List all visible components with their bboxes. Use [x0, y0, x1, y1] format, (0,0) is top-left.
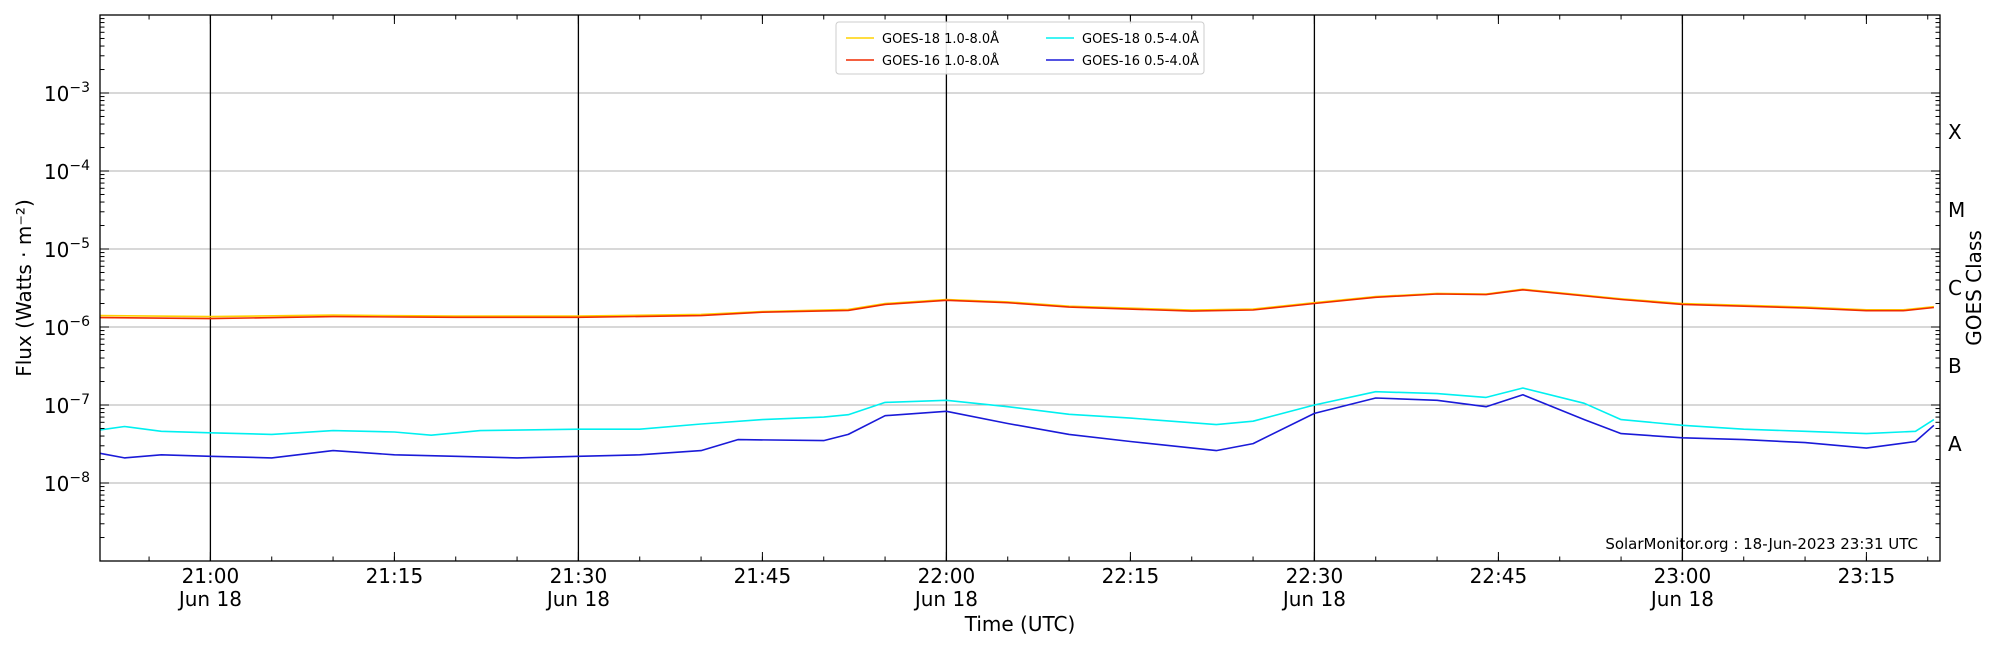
y-tick-labels: 10−810−710−610−510−410−3	[44, 80, 90, 496]
y-tick-exponent: −6	[69, 314, 90, 330]
series-line-1	[99, 288, 1934, 318]
y-tick-exponent: −7	[69, 392, 90, 408]
plot-frame	[99, 14, 1941, 562]
right-axis-title: GOES Class	[1962, 230, 1986, 346]
x-tick-date-label: Jun 18	[913, 587, 978, 611]
goes-class-label: X	[1948, 120, 1962, 144]
x-tick-label: 23:15	[1838, 564, 1896, 588]
solarmonitor-annotation: SolarMonitor.org : 18-Jun-2023 23:31 UTC	[1605, 535, 1918, 553]
series-lines	[99, 288, 1935, 459]
x-tick-label: 21:00	[182, 564, 240, 588]
x-tick-label: 21:30	[550, 564, 608, 588]
x-tick-date-label: Jun 18	[1281, 587, 1346, 611]
y-tick-exponent: −5	[69, 236, 90, 252]
x-tick-label: 23:00	[1654, 564, 1712, 588]
grid-lines	[100, 92, 1940, 484]
x-tick-label: 22:30	[1286, 564, 1344, 588]
series-line-2	[99, 289, 1934, 320]
legend-label: GOES-18 1.0-8.0Å	[882, 31, 999, 47]
goes-class-label: M	[1948, 198, 1965, 222]
goes-class-labels: A B C M X	[1948, 120, 1965, 456]
series-line-3	[99, 387, 1935, 436]
legend-box	[835, 21, 1205, 75]
series-line-4	[99, 394, 1935, 459]
legend-label: GOES-16 0.5-4.0Å	[1082, 53, 1199, 69]
x-tick-label: 21:45	[734, 564, 792, 588]
y-tick-label: 10−3	[44, 80, 90, 106]
y-tick-label: 10−7	[44, 392, 90, 418]
y-tick-base: 10	[44, 82, 69, 106]
axis-ticks	[100, 15, 1940, 562]
goes-class-label: A	[1948, 432, 1962, 456]
y-tick-base: 10	[44, 472, 69, 496]
x-tick-label: 22:15	[1102, 564, 1160, 588]
y-tick-base: 10	[44, 316, 69, 340]
goes-class-label: C	[1948, 276, 1962, 300]
x-tick-date-label: Jun 18	[545, 587, 610, 611]
y-tick-base: 10	[44, 160, 69, 184]
x-tick-label: 22:45	[1470, 564, 1528, 588]
y-axis-title: Flux (Watts · m⁻²)	[12, 199, 36, 377]
legend-label: GOES-18 0.5-4.0Å	[1082, 31, 1199, 47]
y-tick-base: 10	[44, 238, 69, 262]
y-tick-label: 10−6	[44, 314, 90, 340]
legend-label: GOES-16 1.0-8.0Å	[882, 53, 999, 69]
vertical-time-lines	[209, 15, 1684, 561]
y-tick-exponent: −3	[69, 80, 90, 96]
legend: GOES-18 1.0-8.0Å GOES-16 1.0-8.0Å GOES-18 …	[835, 21, 1205, 75]
y-tick-exponent: −8	[69, 470, 90, 486]
y-tick-label: 10−5	[44, 236, 90, 262]
x-tick-date-label: Jun 18	[1649, 587, 1714, 611]
y-tick-label: 10−8	[44, 470, 90, 496]
x-axis-title: Time (UTC)	[964, 612, 1076, 636]
y-tick-exponent: −4	[69, 158, 90, 174]
y-tick-base: 10	[44, 394, 69, 418]
goes-class-label: B	[1948, 354, 1962, 378]
x-tick-label: 22:00	[918, 564, 976, 588]
x-tick-date-label: Jun 18	[177, 587, 242, 611]
y-tick-label: 10−4	[44, 158, 90, 184]
x-tick-label: 21:15	[366, 564, 424, 588]
